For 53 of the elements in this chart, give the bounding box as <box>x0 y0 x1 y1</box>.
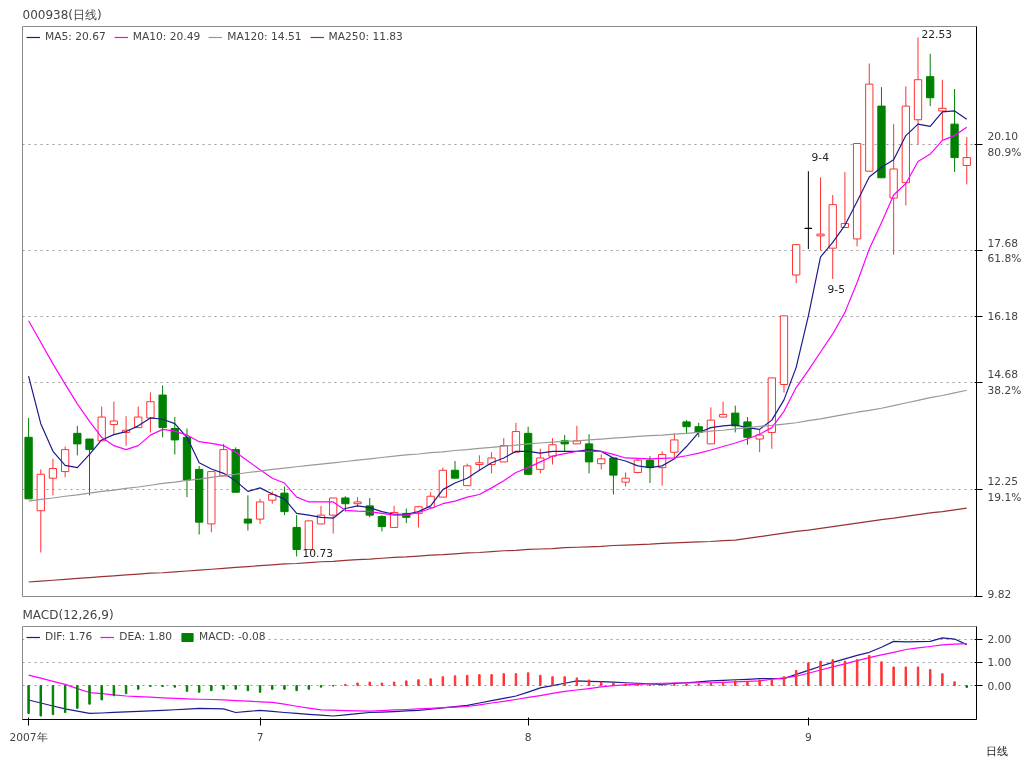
x-tick-label: 9 <box>804 730 812 744</box>
annotation: 10.73 <box>302 546 334 560</box>
candlestick <box>450 460 460 479</box>
candlestick <box>706 406 716 445</box>
candlestick <box>329 497 338 535</box>
candlestick <box>109 401 119 436</box>
y-tick-label: 9.82 <box>987 587 1012 601</box>
candlestick <box>938 79 947 141</box>
candlestick <box>718 401 728 418</box>
x-tick-label: 2007年 <box>9 730 48 744</box>
annotation: 9-4 <box>811 150 830 164</box>
candlestick <box>816 176 825 251</box>
y-tick-label: 0.00 <box>987 679 1012 693</box>
candlestick <box>48 458 58 496</box>
y-tick-label: 2.00 <box>987 633 1012 647</box>
y-tick-label: 16.18 <box>987 310 1019 324</box>
candlestick <box>170 416 179 455</box>
legend-label: MA250: 11.83 <box>328 30 403 43</box>
candlestick <box>243 494 253 532</box>
legend-label: MA10: 20.49 <box>132 30 201 43</box>
y-tick-label: 1.00 <box>987 656 1012 670</box>
candlestick <box>73 425 82 456</box>
legend-label: MA120: 14.51 <box>227 30 302 43</box>
legend-label: DIF: 1.76 <box>45 630 93 643</box>
y-tick-label: 20.10 80.9% <box>987 130 1022 159</box>
y-tick-label: 17.68 61.8% <box>987 236 1022 266</box>
candlestick <box>962 136 971 185</box>
candlestick <box>743 416 752 446</box>
candlestick <box>755 428 764 453</box>
candlestick <box>536 448 545 474</box>
candlestick <box>146 391 155 433</box>
annotation: 9-5 <box>827 282 845 296</box>
candlestick <box>609 457 618 495</box>
y-tick-label: 14.68 38.2% <box>987 368 1022 398</box>
candlestick <box>292 514 301 557</box>
y-tick-label: 12.25 19.1% <box>987 475 1022 504</box>
annotation: 22.53 <box>921 27 953 41</box>
candlestick <box>548 437 557 466</box>
chart-title: MACD(12,26,9) <box>22 607 114 622</box>
candlestick <box>280 486 289 516</box>
candlestick <box>670 432 679 459</box>
candlestick <box>731 405 740 433</box>
candlestick <box>926 53 935 107</box>
x-tick-label: 8 <box>524 730 532 744</box>
x-tick-label: 7 <box>256 730 264 744</box>
text: 日线 <box>985 744 1008 758</box>
candlestick <box>255 498 265 525</box>
chart-title: 000938(日线) <box>22 7 102 22</box>
legend-label: MA5: 20.67 <box>45 30 106 43</box>
legend-label: MACD: -0.08 <box>199 630 266 643</box>
line-series <box>27 507 968 583</box>
legend-label: DEA: 1.80 <box>119 630 173 643</box>
candlestick <box>85 438 94 496</box>
